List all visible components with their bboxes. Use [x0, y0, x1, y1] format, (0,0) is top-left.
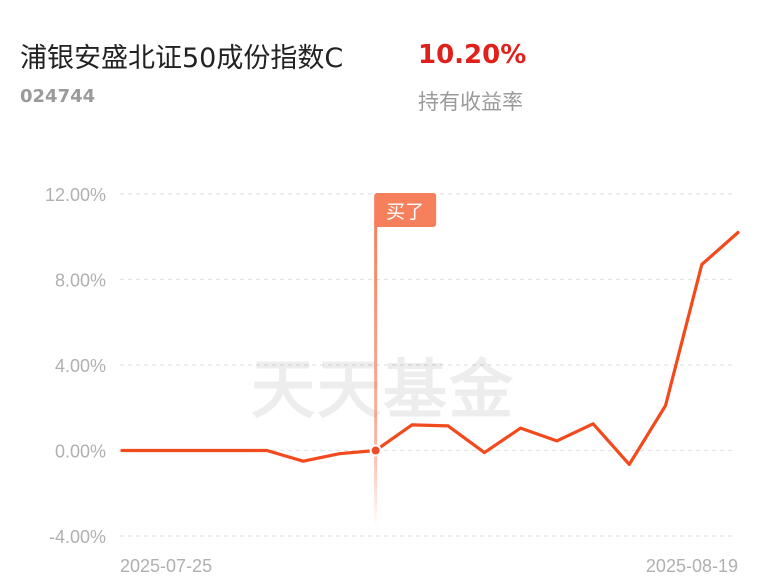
data-point	[664, 404, 667, 407]
data-point	[519, 427, 522, 430]
buy-marker-label: 买了	[386, 201, 424, 223]
data-point	[592, 422, 595, 425]
data-point	[555, 439, 558, 442]
y-tick-label: 0.00%	[55, 442, 106, 462]
buy-marker-line	[374, 222, 378, 526]
data-point	[193, 449, 196, 452]
buy-marker-badge	[374, 193, 437, 227]
data-point	[338, 452, 341, 455]
data-point	[447, 424, 450, 427]
watermark-logo: 天天基金	[251, 353, 515, 428]
fund-name: 浦银安盛北证50成份指数C	[20, 43, 344, 74]
return-series-line	[120, 230, 740, 466]
data-point	[302, 460, 305, 463]
data-point	[121, 449, 124, 452]
data-point	[229, 449, 232, 452]
fund-code: 024744	[20, 86, 96, 107]
x-tick-label: 2025-07-25	[120, 556, 212, 576]
data-point	[737, 231, 740, 234]
y-tick-label: -4.00%	[49, 527, 106, 547]
holding-return-value: 10.20%	[418, 40, 527, 70]
data-point	[483, 451, 486, 454]
data-point	[265, 449, 268, 452]
y-tick-label: 8.00%	[55, 271, 106, 291]
data-point	[157, 449, 160, 452]
x-tick-label: 2025-08-19	[646, 556, 738, 576]
data-point	[700, 263, 703, 266]
holding-return-label: 持有收益率	[418, 90, 523, 114]
data-point	[628, 463, 631, 466]
y-tick-label: 12.00%	[45, 185, 106, 205]
buy-point	[369, 444, 382, 457]
y-tick-label: 4.00%	[55, 356, 106, 376]
data-point	[410, 423, 413, 426]
